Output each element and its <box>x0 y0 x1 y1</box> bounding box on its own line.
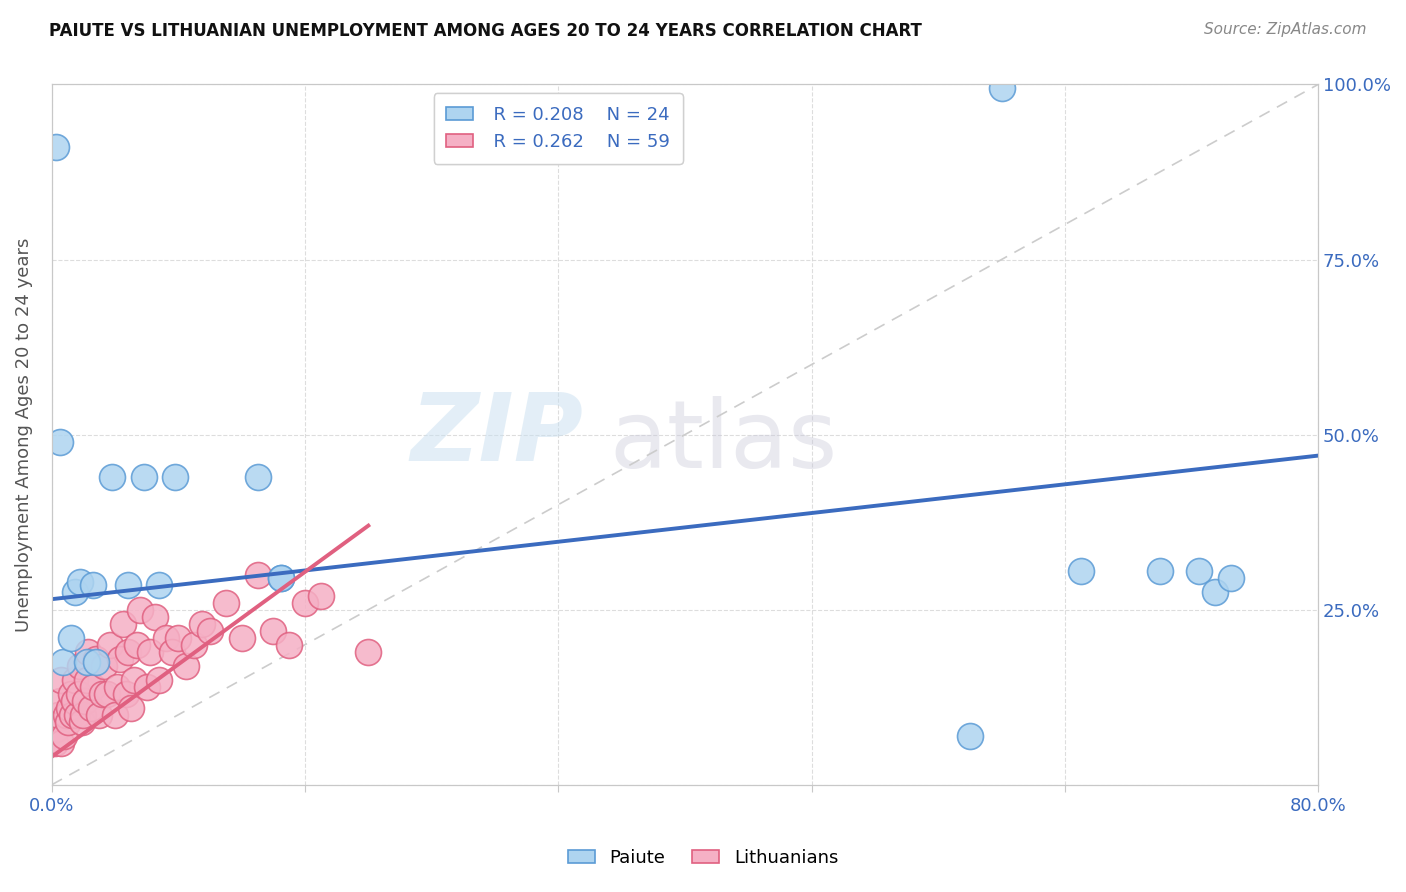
Point <box>139 645 162 659</box>
Point <box>127 638 149 652</box>
Point <box>48 434 70 449</box>
Point <box>122 673 145 687</box>
Point <box>96 687 118 701</box>
Point <box>1220 571 1243 585</box>
Point <box>44 736 66 750</box>
Point <box>65 673 87 687</box>
Point <box>198 624 221 638</box>
Point <box>117 578 139 592</box>
Point <box>191 616 214 631</box>
Point <box>59 631 82 645</box>
Point <box>143 609 166 624</box>
Point <box>129 602 152 616</box>
Legend:   R = 0.208    N = 24,   R = 0.262    N = 59: R = 0.208 N = 24, R = 0.262 N = 59 <box>433 94 683 164</box>
Point <box>183 638 205 652</box>
Point <box>1204 585 1226 599</box>
Point <box>120 700 142 714</box>
Point <box>46 707 69 722</box>
Point <box>59 687 82 701</box>
Point <box>132 469 155 483</box>
Point <box>135 680 157 694</box>
Point <box>357 645 380 659</box>
Point <box>82 680 104 694</box>
Text: PAIUTE VS LITHUANIAN UNEMPLOYMENT AMONG AGES 20 TO 24 YEARS CORRELATION CHART: PAIUTE VS LITHUANIAN UNEMPLOYMENT AMONG … <box>49 22 922 40</box>
Point <box>48 694 70 708</box>
Point <box>262 624 284 638</box>
Point <box>45 140 67 154</box>
Point <box>148 673 170 687</box>
Point <box>65 585 87 599</box>
Point <box>111 616 134 631</box>
Point <box>160 645 183 659</box>
Point <box>51 673 73 687</box>
Point <box>148 578 170 592</box>
Point <box>117 645 139 659</box>
Point <box>278 638 301 652</box>
Point <box>91 687 114 701</box>
Point <box>155 631 177 645</box>
Point <box>76 673 98 687</box>
Point <box>77 645 100 659</box>
Point <box>959 729 981 743</box>
Point <box>67 687 90 701</box>
Point <box>101 469 124 483</box>
Point <box>1149 564 1171 578</box>
Point <box>55 707 77 722</box>
Legend: Paiute, Lithuanians: Paiute, Lithuanians <box>561 842 845 874</box>
Point <box>990 81 1012 95</box>
Point <box>176 658 198 673</box>
Point <box>70 714 93 729</box>
Point <box>66 707 89 722</box>
Point <box>246 469 269 483</box>
Point <box>84 655 107 669</box>
Point <box>104 707 127 722</box>
Point <box>165 469 187 483</box>
Point <box>215 596 238 610</box>
Point <box>270 571 292 585</box>
Point <box>1070 564 1092 578</box>
Point <box>73 694 96 708</box>
Point <box>69 658 91 673</box>
Text: ZIP: ZIP <box>411 389 583 481</box>
Point <box>231 631 253 645</box>
Point <box>93 658 115 673</box>
Point <box>270 571 292 585</box>
Point <box>89 707 111 722</box>
Point <box>53 729 76 743</box>
Text: Source: ZipAtlas.com: Source: ZipAtlas.com <box>1204 22 1367 37</box>
Point <box>246 567 269 582</box>
Text: atlas: atlas <box>609 395 837 488</box>
Point <box>80 700 103 714</box>
Point <box>294 596 316 610</box>
Point <box>98 638 121 652</box>
Point <box>56 714 79 729</box>
Point <box>58 700 80 714</box>
Point <box>1188 564 1211 578</box>
Point <box>72 707 94 722</box>
Point <box>76 655 98 669</box>
Point <box>52 655 75 669</box>
Point <box>69 574 91 589</box>
Point <box>84 651 107 665</box>
Point <box>51 736 73 750</box>
Point <box>45 722 67 736</box>
Point <box>108 651 131 665</box>
Y-axis label: Unemployment Among Ages 20 to 24 years: Unemployment Among Ages 20 to 24 years <box>15 237 32 632</box>
Point <box>167 631 190 645</box>
Point <box>82 578 104 592</box>
Point <box>105 680 128 694</box>
Point <box>115 687 138 701</box>
Point <box>60 707 83 722</box>
Point <box>63 694 86 708</box>
Point <box>309 589 332 603</box>
